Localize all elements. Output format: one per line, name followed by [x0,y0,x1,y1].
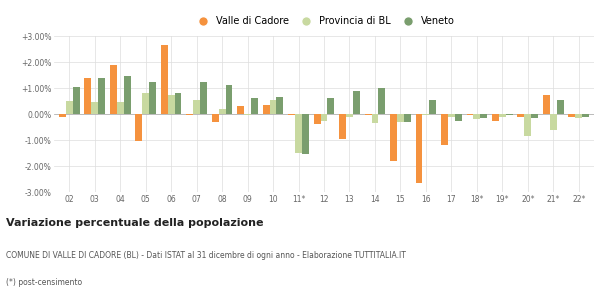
Bar [269,100,277,114]
Bar [499,114,506,117]
Bar [441,114,448,145]
Bar [353,91,360,114]
Bar [339,114,346,139]
Bar [136,114,142,141]
Bar [557,100,563,114]
Bar [430,100,436,114]
Bar [277,97,283,114]
Bar [473,114,480,119]
Bar [517,114,524,117]
Bar [212,114,218,122]
Bar [422,114,430,115]
Bar [568,114,575,117]
Bar [110,64,117,114]
Bar [390,114,397,161]
Bar [244,114,251,115]
Bar [187,114,193,115]
Bar [117,102,124,114]
Bar [91,102,98,114]
Bar [218,109,226,114]
Bar [168,94,175,114]
Bar [73,87,80,114]
Bar [314,114,320,124]
Bar [175,93,181,114]
Bar [379,88,385,114]
Bar [480,114,487,118]
Bar [397,114,404,122]
Bar [320,114,328,121]
Bar [149,82,156,114]
Bar [492,114,499,121]
Bar [582,114,589,117]
Bar [98,78,105,114]
Bar [59,114,66,117]
Bar [506,114,512,115]
Bar [237,106,244,114]
Bar [263,105,269,114]
Bar [467,114,473,115]
Bar [328,98,334,114]
Text: COMUNE DI VALLE DI CADORE (BL) - Dati ISTAT al 31 dicembre di ogni anno - Elabor: COMUNE DI VALLE DI CADORE (BL) - Dati IS… [6,251,406,260]
Text: Variazione percentuale della popolazione: Variazione percentuale della popolazione [6,218,263,229]
Bar [543,94,550,114]
Bar [346,114,353,117]
Bar [161,45,168,114]
Bar [200,82,207,114]
Bar [371,114,379,123]
Bar [416,114,422,183]
Bar [455,114,461,121]
Text: (*) post-censimento: (*) post-censimento [6,278,82,287]
Bar [124,76,131,114]
Bar [251,98,258,114]
Bar [295,114,302,153]
Bar [550,114,557,130]
Bar [404,114,411,122]
Bar [66,101,73,114]
Bar [85,78,91,114]
Bar [193,100,200,114]
Bar [288,114,295,115]
Bar [531,114,538,118]
Bar [365,114,371,115]
Bar [448,114,455,117]
Bar [142,93,149,114]
Bar [524,114,531,136]
Bar [302,114,309,154]
Bar [226,85,232,114]
Bar [575,114,582,118]
Legend: Valle di Cadore, Provincia di BL, Veneto: Valle di Cadore, Provincia di BL, Veneto [191,14,457,28]
